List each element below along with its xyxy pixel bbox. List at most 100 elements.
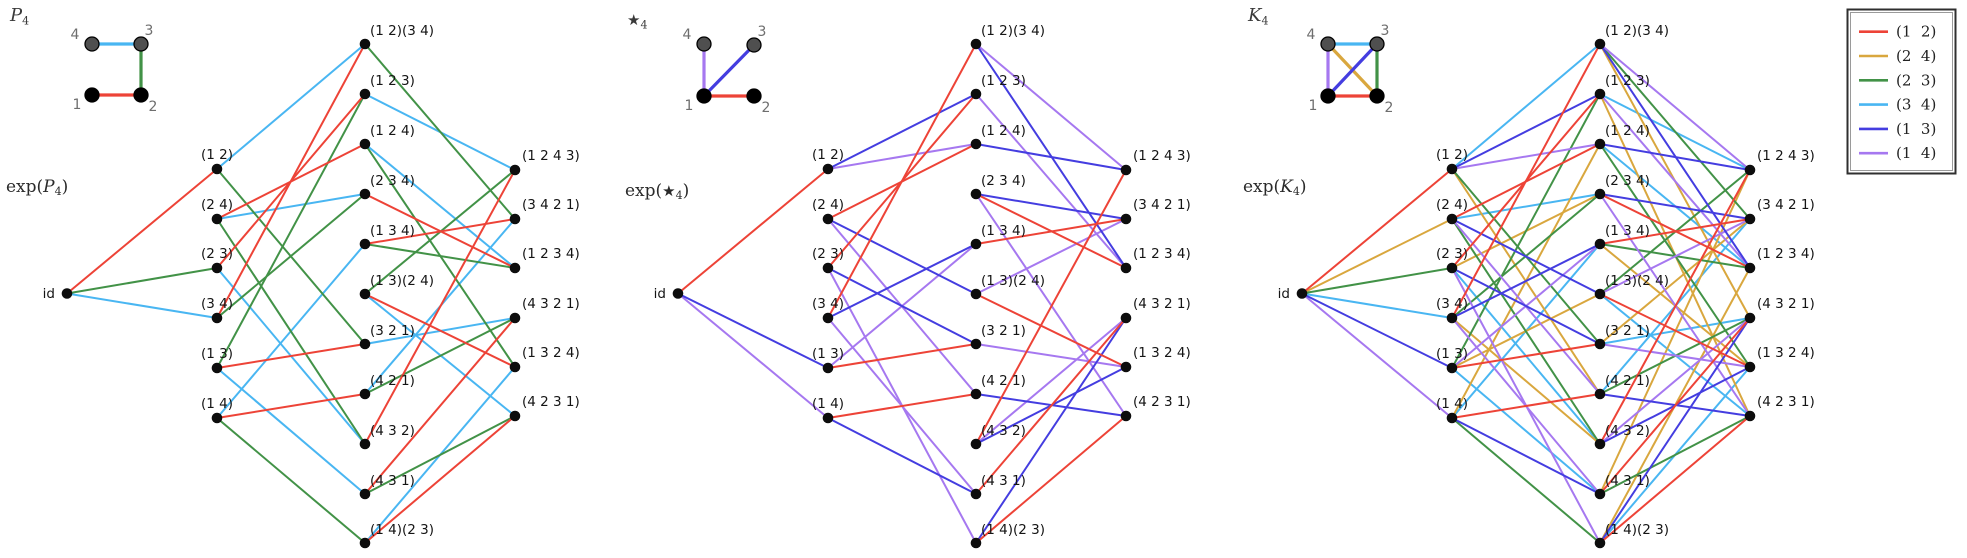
perm-node — [970, 488, 982, 500]
graph-edge-23 — [364, 243, 516, 269]
perm-node — [822, 163, 834, 175]
perm-node-label: (3 4) — [812, 296, 844, 312]
perm-node-label: (4 2 3 1) — [522, 394, 580, 410]
perm-node-label: (1 3 2 4) — [1757, 345, 1815, 361]
perm-node-label: (4 3 2) — [981, 423, 1026, 439]
perm-node — [822, 213, 834, 225]
perm-node — [359, 537, 371, 549]
graph-edge-23 — [216, 193, 366, 319]
legend-entry-label: (3 4) — [1896, 96, 1936, 114]
perm-node-label: (4 3 1) — [1605, 473, 1650, 489]
graph-edge-12 — [364, 415, 516, 544]
perm-node-label: (1 2) — [812, 147, 844, 163]
graph-edge-23 — [216, 417, 366, 544]
perm-node-label: (1 2) — [1436, 147, 1468, 163]
perm-node-label: (2 3) — [201, 246, 233, 262]
perm-node — [1744, 312, 1756, 324]
perm-node — [1744, 164, 1756, 176]
perm-node — [359, 338, 371, 350]
inset-vertex-label: 2 — [149, 99, 158, 115]
inset-vertex — [1369, 36, 1385, 52]
perm-node — [1594, 338, 1606, 350]
inset-vertex-label: 1 — [73, 97, 82, 113]
inset-vertex — [746, 88, 762, 104]
graph-edge-23 — [364, 415, 516, 495]
graph-edge-13 — [1599, 193, 1751, 220]
graph-edge-14 — [1451, 143, 1601, 170]
perm-node-label: (2 3 4) — [370, 173, 415, 189]
graph-edge-12 — [827, 343, 977, 369]
graph-edge-23 — [216, 218, 366, 445]
perm-node-label: (4 2 1) — [981, 373, 1026, 389]
perm-node — [1744, 213, 1756, 225]
perm-node-label: (1 4)(2 3) — [370, 522, 434, 538]
graph-edge-12 — [975, 317, 1127, 495]
perm-node-label: (1 3 2 4) — [522, 345, 580, 361]
graph-edge-12 — [827, 393, 977, 419]
inset-vertex — [696, 88, 712, 104]
inset-vertex-label: 3 — [145, 23, 154, 39]
perm-node-label: (1 2)(3 4) — [1605, 23, 1669, 39]
inset-vertex-label: 1 — [1309, 98, 1318, 114]
perm-node-label: (3 4 2 1) — [1757, 197, 1815, 213]
inset-vertex-label: 1 — [685, 98, 694, 114]
graph-edge-14 — [975, 43, 1127, 171]
perm-node-label: (1 2 3) — [1605, 73, 1650, 89]
graph-edge-12 — [1599, 218, 1751, 245]
perm-node-label: (3 2 1) — [981, 323, 1026, 339]
perm-node-label: (1 2 3) — [981, 73, 1026, 89]
perm-node-label: (4 2 3 1) — [1133, 394, 1191, 410]
graph-edge-12 — [216, 43, 366, 319]
perm-node-label: (4 3 2) — [370, 423, 415, 439]
perm-node — [1446, 213, 1458, 225]
graph-edge-12 — [975, 415, 1127, 544]
legend: (1 2) (2 4) (2 3) (3 4) (1 3) (1 4) — [1846, 8, 1957, 175]
inset-vertex-label: 4 — [71, 27, 80, 43]
graph-edge-12 — [1599, 415, 1751, 544]
perm-node — [359, 288, 371, 300]
inset-vertex-label: 4 — [1307, 27, 1316, 43]
inset-vertex — [133, 87, 149, 103]
perm-node-label: (1 2)(3 4) — [981, 23, 1045, 39]
perm-node — [359, 188, 371, 200]
legend-box-inner — [1850, 12, 1953, 171]
perm-node-label: (1 2 3) — [370, 73, 415, 89]
graph-edge-13 — [827, 93, 977, 170]
inset-vertex — [1369, 88, 1385, 104]
graph-edge-23 — [66, 267, 218, 295]
panel-title: ★4 — [627, 11, 647, 32]
perm-node — [359, 488, 371, 500]
perm-node-label: (4 3 2 1) — [522, 296, 580, 312]
graph-edge-14 — [677, 292, 829, 419]
panel-K4: id (1 2) (2 4) (2 3) (3 4) (1 3) (1 4) (1 2)(3 … — [1243, 5, 1815, 549]
graph-edge-12 — [364, 169, 516, 445]
perm-node — [509, 164, 521, 176]
graph-edge-24 — [1451, 317, 1601, 445]
panel-star4: id (1 2) (2 4) (2 3) (3 4) (1 3) (1 4) (1 2)(3 … — [625, 11, 1191, 549]
graph-edge-14 — [827, 143, 977, 170]
legend-entry-label: (1 4) — [1896, 144, 1936, 162]
legend-entry-label: (2 4) — [1896, 47, 1936, 65]
graph-edge-13 — [827, 243, 977, 319]
graph-edge-12 — [1599, 317, 1751, 495]
perm-node-label: (1 4)(2 3) — [1605, 522, 1669, 538]
perm-node — [1594, 188, 1606, 200]
perm-node — [359, 238, 371, 250]
legend-entry-label: (1 2) — [1896, 23, 1936, 41]
perm-node — [211, 412, 223, 424]
perm-node — [1594, 288, 1606, 300]
perm-node-label: (2 3) — [812, 246, 844, 262]
perm-node-label: (1 2) — [201, 147, 233, 163]
perm-node — [211, 163, 223, 175]
graph-edge-12 — [66, 168, 218, 295]
perm-node-label: (1 4) — [812, 396, 844, 412]
perm-node-label: (3 2 1) — [1605, 323, 1650, 339]
graph-edge-12 — [1451, 393, 1601, 419]
graph-edge-12 — [1301, 168, 1453, 295]
perm-node-label: (1 3) — [812, 346, 844, 362]
graph-edge-14 — [1599, 93, 1751, 269]
inset-vertex — [84, 36, 100, 52]
perm-node — [509, 361, 521, 373]
perm-node — [970, 38, 982, 50]
inset-vertex-label: 2 — [762, 100, 771, 116]
